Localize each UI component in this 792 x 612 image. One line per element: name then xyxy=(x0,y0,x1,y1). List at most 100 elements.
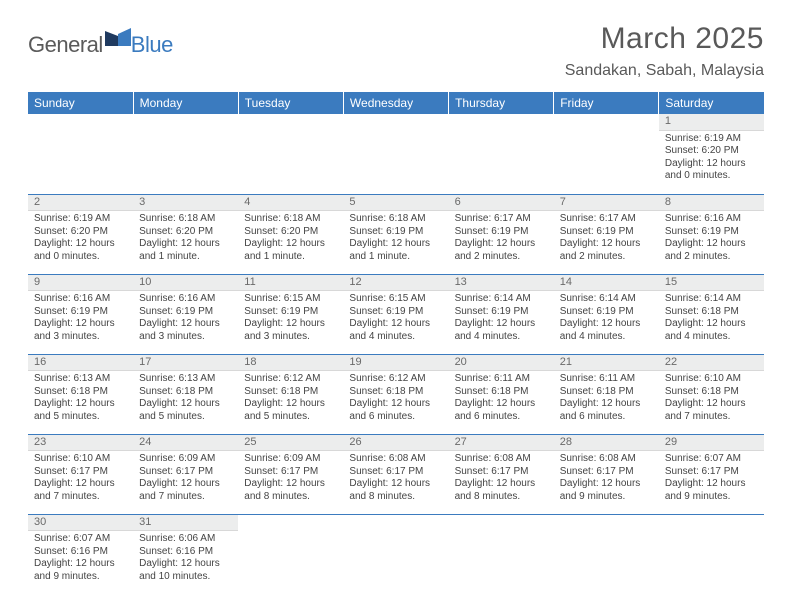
calendar-cell: 24Sunrise: 6:09 AMSunset: 6:17 PMDayligh… xyxy=(133,434,238,514)
sunrise-text: Sunrise: 6:11 AM xyxy=(455,373,548,386)
sunset-text: Sunset: 6:18 PM xyxy=(665,386,758,399)
daylight-text: and 3 minutes. xyxy=(139,331,232,344)
calendar-cell: 20Sunrise: 6:11 AMSunset: 6:18 PMDayligh… xyxy=(449,354,554,434)
calendar-cell: 22Sunrise: 6:10 AMSunset: 6:18 PMDayligh… xyxy=(659,354,764,434)
day-number: 26 xyxy=(343,435,448,452)
daylight-text: and 4 minutes. xyxy=(665,331,758,344)
calendar-row: 23Sunrise: 6:10 AMSunset: 6:17 PMDayligh… xyxy=(28,434,764,514)
sunrise-text: Sunrise: 6:06 AM xyxy=(139,533,232,546)
sunrise-text: Sunrise: 6:13 AM xyxy=(139,373,232,386)
daylight-text: and 7 minutes. xyxy=(139,491,232,504)
daylight-text: Daylight: 12 hours xyxy=(244,398,337,411)
sunrise-text: Sunrise: 6:12 AM xyxy=(244,373,337,386)
day-number: 17 xyxy=(133,355,238,372)
sunrise-text: Sunrise: 6:09 AM xyxy=(244,453,337,466)
day-body: Sunrise: 6:19 AMSunset: 6:20 PMDaylight:… xyxy=(659,131,764,187)
sunrise-text: Sunrise: 6:18 AM xyxy=(139,213,232,226)
daylight-text: and 8 minutes. xyxy=(244,491,337,504)
sunset-text: Sunset: 6:16 PM xyxy=(34,546,127,559)
calendar-cell: 19Sunrise: 6:12 AMSunset: 6:18 PMDayligh… xyxy=(343,354,448,434)
sunset-text: Sunset: 6:17 PM xyxy=(139,466,232,479)
sunset-text: Sunset: 6:19 PM xyxy=(560,226,653,239)
sunset-text: Sunset: 6:17 PM xyxy=(349,466,442,479)
day-body: Sunrise: 6:18 AMSunset: 6:20 PMDaylight:… xyxy=(238,211,343,267)
daylight-text: Daylight: 12 hours xyxy=(34,558,127,571)
sunset-text: Sunset: 6:20 PM xyxy=(139,226,232,239)
daylight-text: Daylight: 12 hours xyxy=(665,158,758,171)
daylight-text: and 1 minute. xyxy=(349,251,442,264)
sunset-text: Sunset: 6:18 PM xyxy=(349,386,442,399)
calendar-cell xyxy=(28,114,133,194)
calendar-cell xyxy=(238,514,343,594)
daylight-text: and 2 minutes. xyxy=(665,251,758,264)
daylight-text: and 2 minutes. xyxy=(455,251,548,264)
day-body: Sunrise: 6:16 AMSunset: 6:19 PMDaylight:… xyxy=(28,291,133,347)
calendar-cell xyxy=(238,114,343,194)
day-number: 23 xyxy=(28,435,133,452)
sunrise-text: Sunrise: 6:07 AM xyxy=(665,453,758,466)
calendar-cell: 5Sunrise: 6:18 AMSunset: 6:19 PMDaylight… xyxy=(343,194,448,274)
calendar-cell: 31Sunrise: 6:06 AMSunset: 6:16 PMDayligh… xyxy=(133,514,238,594)
sunset-text: Sunset: 6:17 PM xyxy=(244,466,337,479)
calendar-cell: 1Sunrise: 6:19 AMSunset: 6:20 PMDaylight… xyxy=(659,114,764,194)
day-number: 31 xyxy=(133,515,238,532)
sunset-text: Sunset: 6:18 PM xyxy=(560,386,653,399)
day-number: 12 xyxy=(343,275,448,292)
calendar-cell: 13Sunrise: 6:14 AMSunset: 6:19 PMDayligh… xyxy=(449,274,554,354)
day-number: 14 xyxy=(554,275,659,292)
calendar-cell xyxy=(449,114,554,194)
daylight-text: Daylight: 12 hours xyxy=(349,398,442,411)
daylight-text: and 8 minutes. xyxy=(455,491,548,504)
day-body: Sunrise: 6:14 AMSunset: 6:19 PMDaylight:… xyxy=(449,291,554,347)
calendar-row: 16Sunrise: 6:13 AMSunset: 6:18 PMDayligh… xyxy=(28,354,764,434)
day-number: 11 xyxy=(238,275,343,292)
header: General Blue March 2025 Sandakan, Sabah,… xyxy=(28,22,764,80)
day-body: Sunrise: 6:08 AMSunset: 6:17 PMDaylight:… xyxy=(554,451,659,507)
sunset-text: Sunset: 6:18 PM xyxy=(455,386,548,399)
day-number: 13 xyxy=(449,275,554,292)
day-body: Sunrise: 6:08 AMSunset: 6:17 PMDaylight:… xyxy=(449,451,554,507)
daylight-text: and 6 minutes. xyxy=(560,411,653,424)
daylight-text: and 0 minutes. xyxy=(34,251,127,264)
daylight-text: and 2 minutes. xyxy=(560,251,653,264)
day-body: Sunrise: 6:19 AMSunset: 6:20 PMDaylight:… xyxy=(28,211,133,267)
sunset-text: Sunset: 6:17 PM xyxy=(560,466,653,479)
calendar-cell: 15Sunrise: 6:14 AMSunset: 6:18 PMDayligh… xyxy=(659,274,764,354)
day-header-row: Sunday Monday Tuesday Wednesday Thursday… xyxy=(28,92,764,114)
calendar-cell xyxy=(133,114,238,194)
daylight-text: and 9 minutes. xyxy=(560,491,653,504)
sunrise-text: Sunrise: 6:19 AM xyxy=(665,133,758,146)
day-number: 29 xyxy=(659,435,764,452)
day-body: Sunrise: 6:13 AMSunset: 6:18 PMDaylight:… xyxy=(28,371,133,427)
calendar-cell: 17Sunrise: 6:13 AMSunset: 6:18 PMDayligh… xyxy=(133,354,238,434)
calendar-cell: 6Sunrise: 6:17 AMSunset: 6:19 PMDaylight… xyxy=(449,194,554,274)
calendar-row: 1Sunrise: 6:19 AMSunset: 6:20 PMDaylight… xyxy=(28,114,764,194)
calendar-row: 2Sunrise: 6:19 AMSunset: 6:20 PMDaylight… xyxy=(28,194,764,274)
daylight-text: Daylight: 12 hours xyxy=(139,238,232,251)
day-body: Sunrise: 6:07 AMSunset: 6:17 PMDaylight:… xyxy=(659,451,764,507)
day-body: Sunrise: 6:09 AMSunset: 6:17 PMDaylight:… xyxy=(238,451,343,507)
brand-logo: General Blue xyxy=(28,28,173,61)
day-number: 25 xyxy=(238,435,343,452)
calendar-cell: 18Sunrise: 6:12 AMSunset: 6:18 PMDayligh… xyxy=(238,354,343,434)
daylight-text: and 3 minutes. xyxy=(34,331,127,344)
calendar-cell xyxy=(554,514,659,594)
day-number: 21 xyxy=(554,355,659,372)
daylight-text: and 4 minutes. xyxy=(455,331,548,344)
daylight-text: Daylight: 12 hours xyxy=(349,478,442,491)
calendar-cell: 14Sunrise: 6:14 AMSunset: 6:19 PMDayligh… xyxy=(554,274,659,354)
sunrise-text: Sunrise: 6:17 AM xyxy=(560,213,653,226)
sunset-text: Sunset: 6:19 PM xyxy=(455,226,548,239)
day-number: 4 xyxy=(238,195,343,212)
daylight-text: and 10 minutes. xyxy=(139,571,232,584)
daylight-text: and 5 minutes. xyxy=(34,411,127,424)
calendar-table: Sunday Monday Tuesday Wednesday Thursday… xyxy=(28,92,764,594)
day-body: Sunrise: 6:07 AMSunset: 6:16 PMDaylight:… xyxy=(28,531,133,587)
calendar-cell xyxy=(449,514,554,594)
sunrise-text: Sunrise: 6:18 AM xyxy=(349,213,442,226)
daylight-text: Daylight: 12 hours xyxy=(455,238,548,251)
daylight-text: Daylight: 12 hours xyxy=(349,238,442,251)
sunrise-text: Sunrise: 6:18 AM xyxy=(244,213,337,226)
daylight-text: and 3 minutes. xyxy=(244,331,337,344)
calendar-cell: 28Sunrise: 6:08 AMSunset: 6:17 PMDayligh… xyxy=(554,434,659,514)
